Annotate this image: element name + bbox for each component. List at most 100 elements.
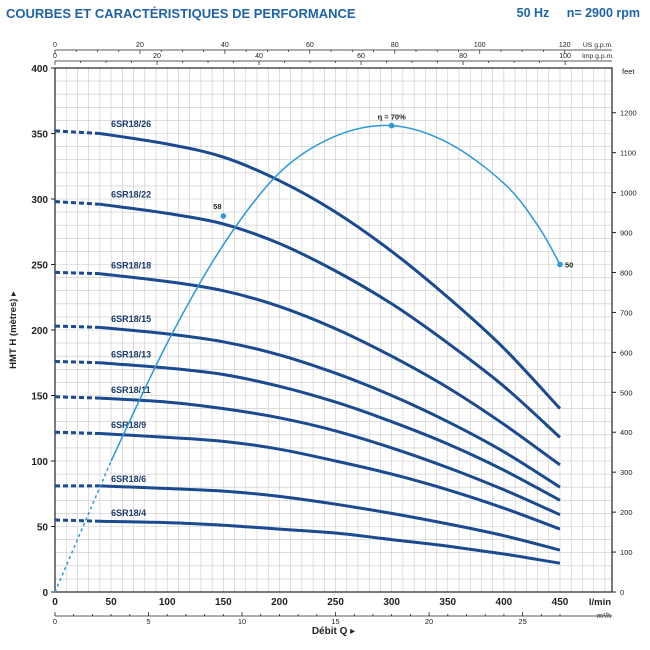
feet-tick-label: 100 — [620, 548, 633, 557]
efficiency-marker-label: η = 70% — [378, 113, 406, 122]
series-label: 6SR18/4 — [111, 508, 146, 518]
speed-spec: 50 Hz n= 2900 rpm — [517, 6, 640, 20]
m3h-tick-label: 0 — [53, 617, 57, 626]
efficiency-marker-label: 50 — [565, 261, 573, 270]
y-tick-label: 300 — [31, 195, 48, 206]
x-tick-label: 400 — [496, 597, 513, 608]
efficiency-line — [110, 124, 561, 462]
series-6sr18-4: 6SR18/4 — [54, 508, 561, 565]
us-gpm-tick-label: 80 — [391, 42, 399, 49]
m3h-tick-label: 20 — [425, 617, 433, 626]
page-title: COURBES ET CARACTÉRISTIQUES DE PERFORMAN… — [6, 6, 356, 21]
y-tick-label: 400 — [31, 64, 48, 75]
x-axis-label: Débit Q ▸ — [312, 626, 355, 637]
y-tick-label: 250 — [31, 261, 48, 272]
x-tick-label: 300 — [383, 597, 400, 608]
series-label: 6SR18/9 — [111, 420, 146, 430]
series-line — [99, 519, 561, 565]
x-tick-label: 50 — [106, 597, 118, 608]
x-tick-label: 250 — [327, 597, 344, 608]
x-tick-label: 0 — [52, 597, 58, 608]
series-6sr18-11: 6SR18/11 — [54, 385, 561, 517]
imp-gpm-tick-label: 20 — [153, 53, 161, 60]
series-label: 6SR18/13 — [111, 349, 151, 359]
feet-tick-label: 900 — [620, 229, 633, 238]
imp-gpm-tick-label: 60 — [357, 53, 365, 60]
feet-tick-label: 800 — [620, 268, 633, 277]
us-gpm-tick-label: 40 — [221, 42, 229, 49]
y-axis-label: HMT H (mètres) ▸ — [8, 291, 19, 369]
grid-lines — [54, 67, 612, 593]
series-line — [99, 202, 562, 439]
m3h-tick-label: 10 — [238, 617, 246, 626]
head-curves: 6SR18/26 6SR18/22 6SR18/18 6SR18/15 6SR18/13… — [54, 119, 562, 565]
x-tick-label: 350 — [439, 597, 456, 608]
series-line — [99, 484, 561, 552]
m3h-unit-label: m³/h — [597, 613, 611, 620]
y-tick-label: 150 — [31, 392, 48, 403]
series-line — [99, 272, 561, 467]
us-gpm-tick-label: 120 — [559, 42, 571, 49]
imp-gpm-tick-label: 80 — [459, 53, 467, 60]
m3h-tick-label: 15 — [331, 617, 339, 626]
feet-tick-label: 200 — [620, 508, 633, 517]
series-label: 6SR18/18 — [111, 260, 151, 270]
series-label: 6SR18/22 — [111, 190, 151, 200]
us-gpm-tick-label: 0 — [53, 42, 57, 49]
series-line — [99, 396, 561, 517]
series-6sr18-13: 6SR18/13 — [54, 349, 561, 502]
efficiency-marker-label: 58 — [213, 202, 221, 211]
imp-gpm-tick-label: 40 — [255, 53, 263, 60]
efficiency-marker — [557, 261, 563, 268]
y-tick-label: 200 — [31, 326, 48, 337]
efficiency-curve: 58 η = 70% 50 — [54, 113, 573, 593]
feet-tick-label: 400 — [620, 428, 633, 437]
x-tick-label: 200 — [271, 597, 288, 608]
series-label: 6SR18/6 — [111, 474, 146, 484]
series-label: 6SR18/11 — [111, 385, 151, 395]
efficiency-marker — [388, 122, 395, 129]
x-tick-label: 100 — [159, 597, 176, 608]
us-gpm-tick-label: 20 — [136, 42, 144, 49]
us-gpm-tick-label: 100 — [474, 42, 486, 49]
imp-gpm-tick-label: 0 — [53, 53, 57, 60]
y-tick-label: 50 — [37, 523, 49, 534]
series-label: 6SR18/26 — [111, 119, 151, 129]
series-line — [99, 132, 562, 410]
series-6sr18-22: 6SR18/22 — [54, 190, 562, 439]
y-tick-label: 350 — [31, 130, 48, 141]
rpm-label: n= 2900 rpm — [566, 6, 640, 20]
x-unit-label: l/min — [589, 597, 611, 608]
y-tick-label: 100 — [31, 457, 48, 468]
series-label: 6SR18/15 — [111, 314, 151, 324]
feet-tick-label: 0 — [620, 588, 624, 597]
feet-tick-label: 1200 — [620, 109, 637, 118]
feet-tick-label: 1100 — [620, 149, 636, 158]
imp-gpm-unit-label: Imp g.p.m. — [582, 53, 614, 60]
series-line — [99, 361, 561, 502]
feet-unit-label: feet — [622, 67, 635, 76]
imp-gpm-tick-label: 100 — [559, 53, 571, 60]
feet-tick-label: 500 — [620, 388, 633, 397]
us-gpm-unit-label: US g.p.m. — [583, 42, 613, 49]
feet-tick-label: 1000 — [620, 189, 637, 198]
series-6sr18-9: 6SR18/9 — [54, 420, 561, 531]
series-line — [99, 432, 561, 531]
x-tick-label: 450 — [552, 597, 569, 608]
efficiency-marker — [220, 213, 227, 219]
m3h-tick-label: 25 — [518, 617, 526, 626]
y-tick-label: 0 — [42, 588, 48, 599]
feet-tick-label: 600 — [620, 348, 633, 357]
m3h-tick-label: 5 — [146, 617, 150, 626]
series-6sr18-26: 6SR18/26 — [54, 119, 562, 410]
series-6sr18-15: 6SR18/15 — [54, 314, 561, 489]
series-line — [99, 325, 561, 489]
feet-tick-label: 300 — [620, 468, 633, 477]
us-gpm-tick-label: 60 — [306, 42, 314, 49]
series-6sr18-18: 6SR18/18 — [54, 260, 561, 467]
feet-tick-label: 700 — [620, 308, 633, 317]
series-6sr18-6: 6SR18/6 — [55, 474, 561, 552]
frequency-label: 50 Hz — [516, 6, 550, 20]
